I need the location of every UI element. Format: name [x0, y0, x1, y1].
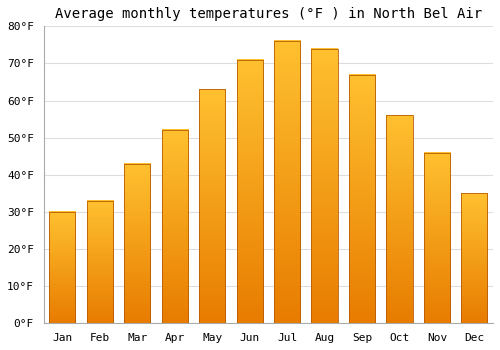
Bar	[349, 75, 375, 323]
Title: Average monthly temperatures (°F ) in North Bel Air: Average monthly temperatures (°F ) in No…	[55, 7, 482, 21]
Bar	[199, 89, 226, 323]
Bar	[124, 164, 150, 323]
Bar	[50, 212, 76, 323]
Bar	[312, 49, 338, 323]
Bar	[86, 201, 113, 323]
Bar	[162, 130, 188, 323]
Bar	[461, 193, 487, 323]
Bar	[236, 60, 262, 323]
Bar	[386, 116, 412, 323]
Bar	[424, 153, 450, 323]
Bar	[274, 41, 300, 323]
